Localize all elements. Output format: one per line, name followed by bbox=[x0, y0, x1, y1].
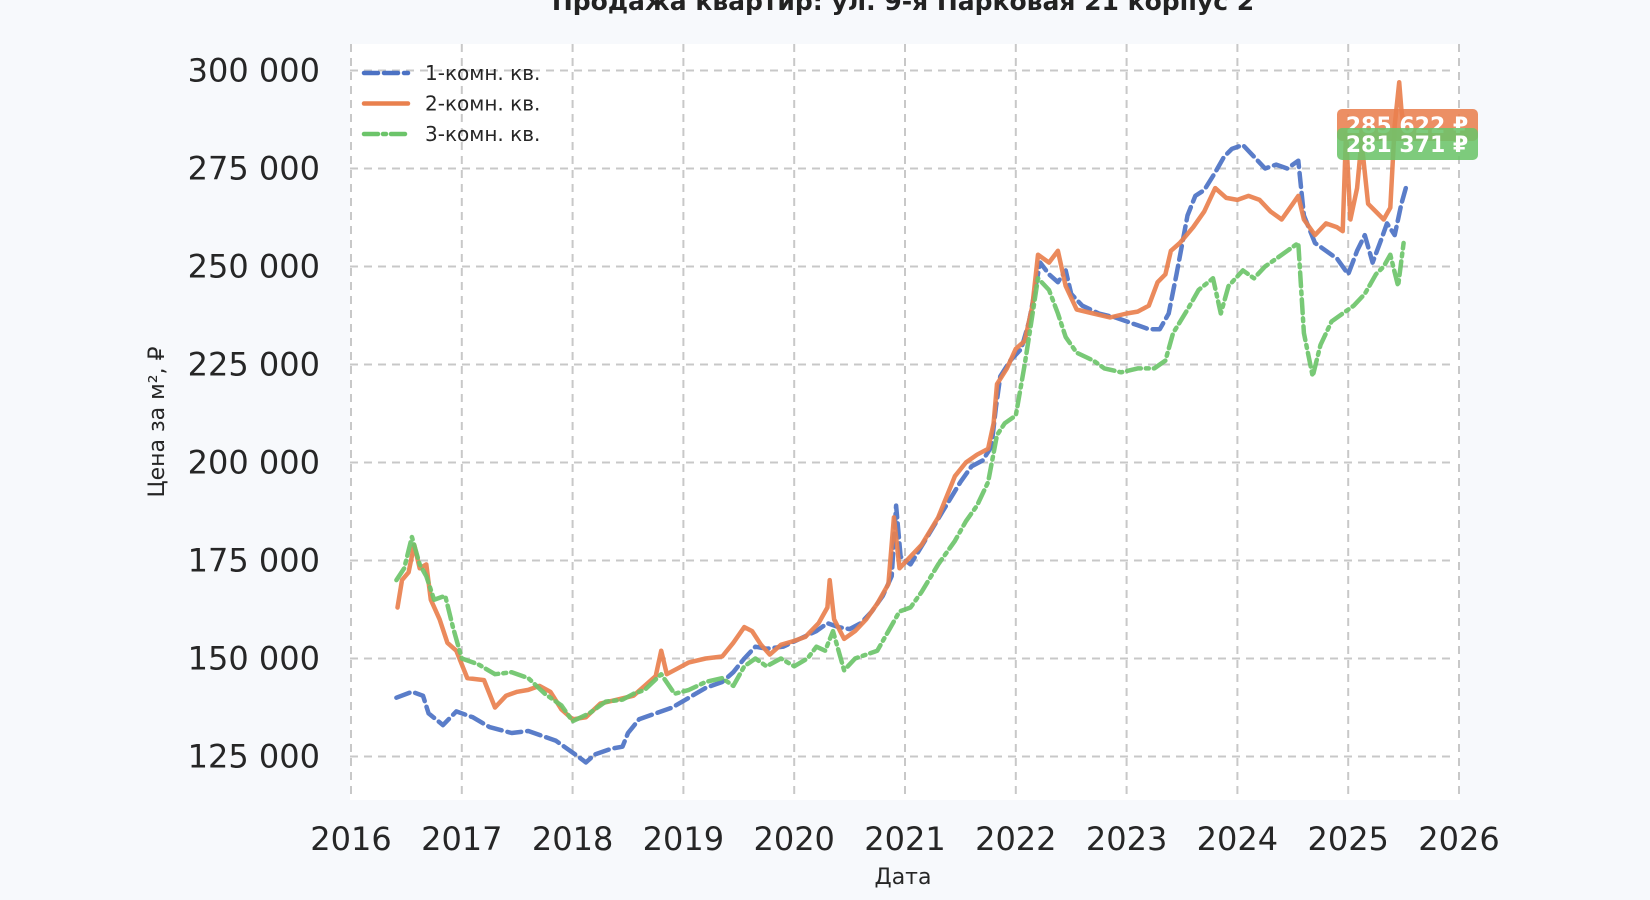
x-axis-label: Дата bbox=[875, 865, 932, 890]
y-tick-label: 125 000 bbox=[188, 738, 320, 776]
series-lines bbox=[394, 80, 1409, 765]
value-annotations: 285 622 ₽281 371 ₽ bbox=[1337, 109, 1478, 160]
axis-ticks: 2016 2017 2018 2019 2020 2021 2022 2023 2024 2025… bbox=[188, 52, 1500, 859]
legend-item: 3-комн. кв. bbox=[361, 122, 540, 146]
x-tick-label: 2023 bbox=[1086, 820, 1167, 858]
x-tick-label: 2019 bbox=[643, 820, 724, 858]
x-tick-label: 2025 bbox=[1307, 820, 1388, 858]
y-tick-label: 175 000 bbox=[188, 542, 320, 580]
x-tick-label: 2018 bbox=[532, 820, 613, 858]
x-tick-label: 2016 bbox=[310, 820, 391, 858]
x-tick-label: 2024 bbox=[1197, 820, 1278, 858]
y-axis-label: Цена за м², ₽ bbox=[145, 346, 170, 497]
legend-item: 2-комн. кв. bbox=[361, 92, 540, 116]
x-tick-label: 2026 bbox=[1418, 820, 1499, 858]
y-tick-label: 275 000 bbox=[188, 150, 320, 188]
legend-label: 2-комн. кв. bbox=[425, 92, 540, 116]
x-tick-label: 2021 bbox=[864, 820, 945, 858]
y-tick-label: 225 000 bbox=[188, 346, 320, 384]
chart-title: Продажа квартир: ул. 9-я Парковая 21 кор… bbox=[552, 0, 1254, 16]
y-tick-label: 250 000 bbox=[188, 248, 320, 286]
legend-item: 1-комн. кв. bbox=[361, 61, 540, 85]
grid-lines bbox=[350, 44, 1460, 800]
x-tick-label: 2022 bbox=[975, 820, 1056, 858]
svg-text:281 371 ₽: 281 371 ₽ bbox=[1346, 133, 1468, 158]
x-tick-label: 2020 bbox=[753, 820, 834, 858]
y-tick-label: 200 000 bbox=[188, 444, 320, 482]
legend-label: 1-комн. кв. bbox=[425, 61, 540, 85]
series-line-1 bbox=[394, 142, 1409, 765]
y-tick-label: 300 000 bbox=[188, 52, 320, 90]
x-tick-label: 2017 bbox=[421, 820, 502, 858]
y-tick-label: 150 000 bbox=[188, 640, 320, 678]
series-line-3 bbox=[394, 240, 1406, 724]
value-annotation: 281 371 ₽ bbox=[1337, 128, 1478, 160]
legend-label: 3-комн. кв. bbox=[425, 122, 540, 146]
legend: 1-комн. кв. 2-комн. кв. 3-комн. кв. bbox=[361, 61, 540, 146]
